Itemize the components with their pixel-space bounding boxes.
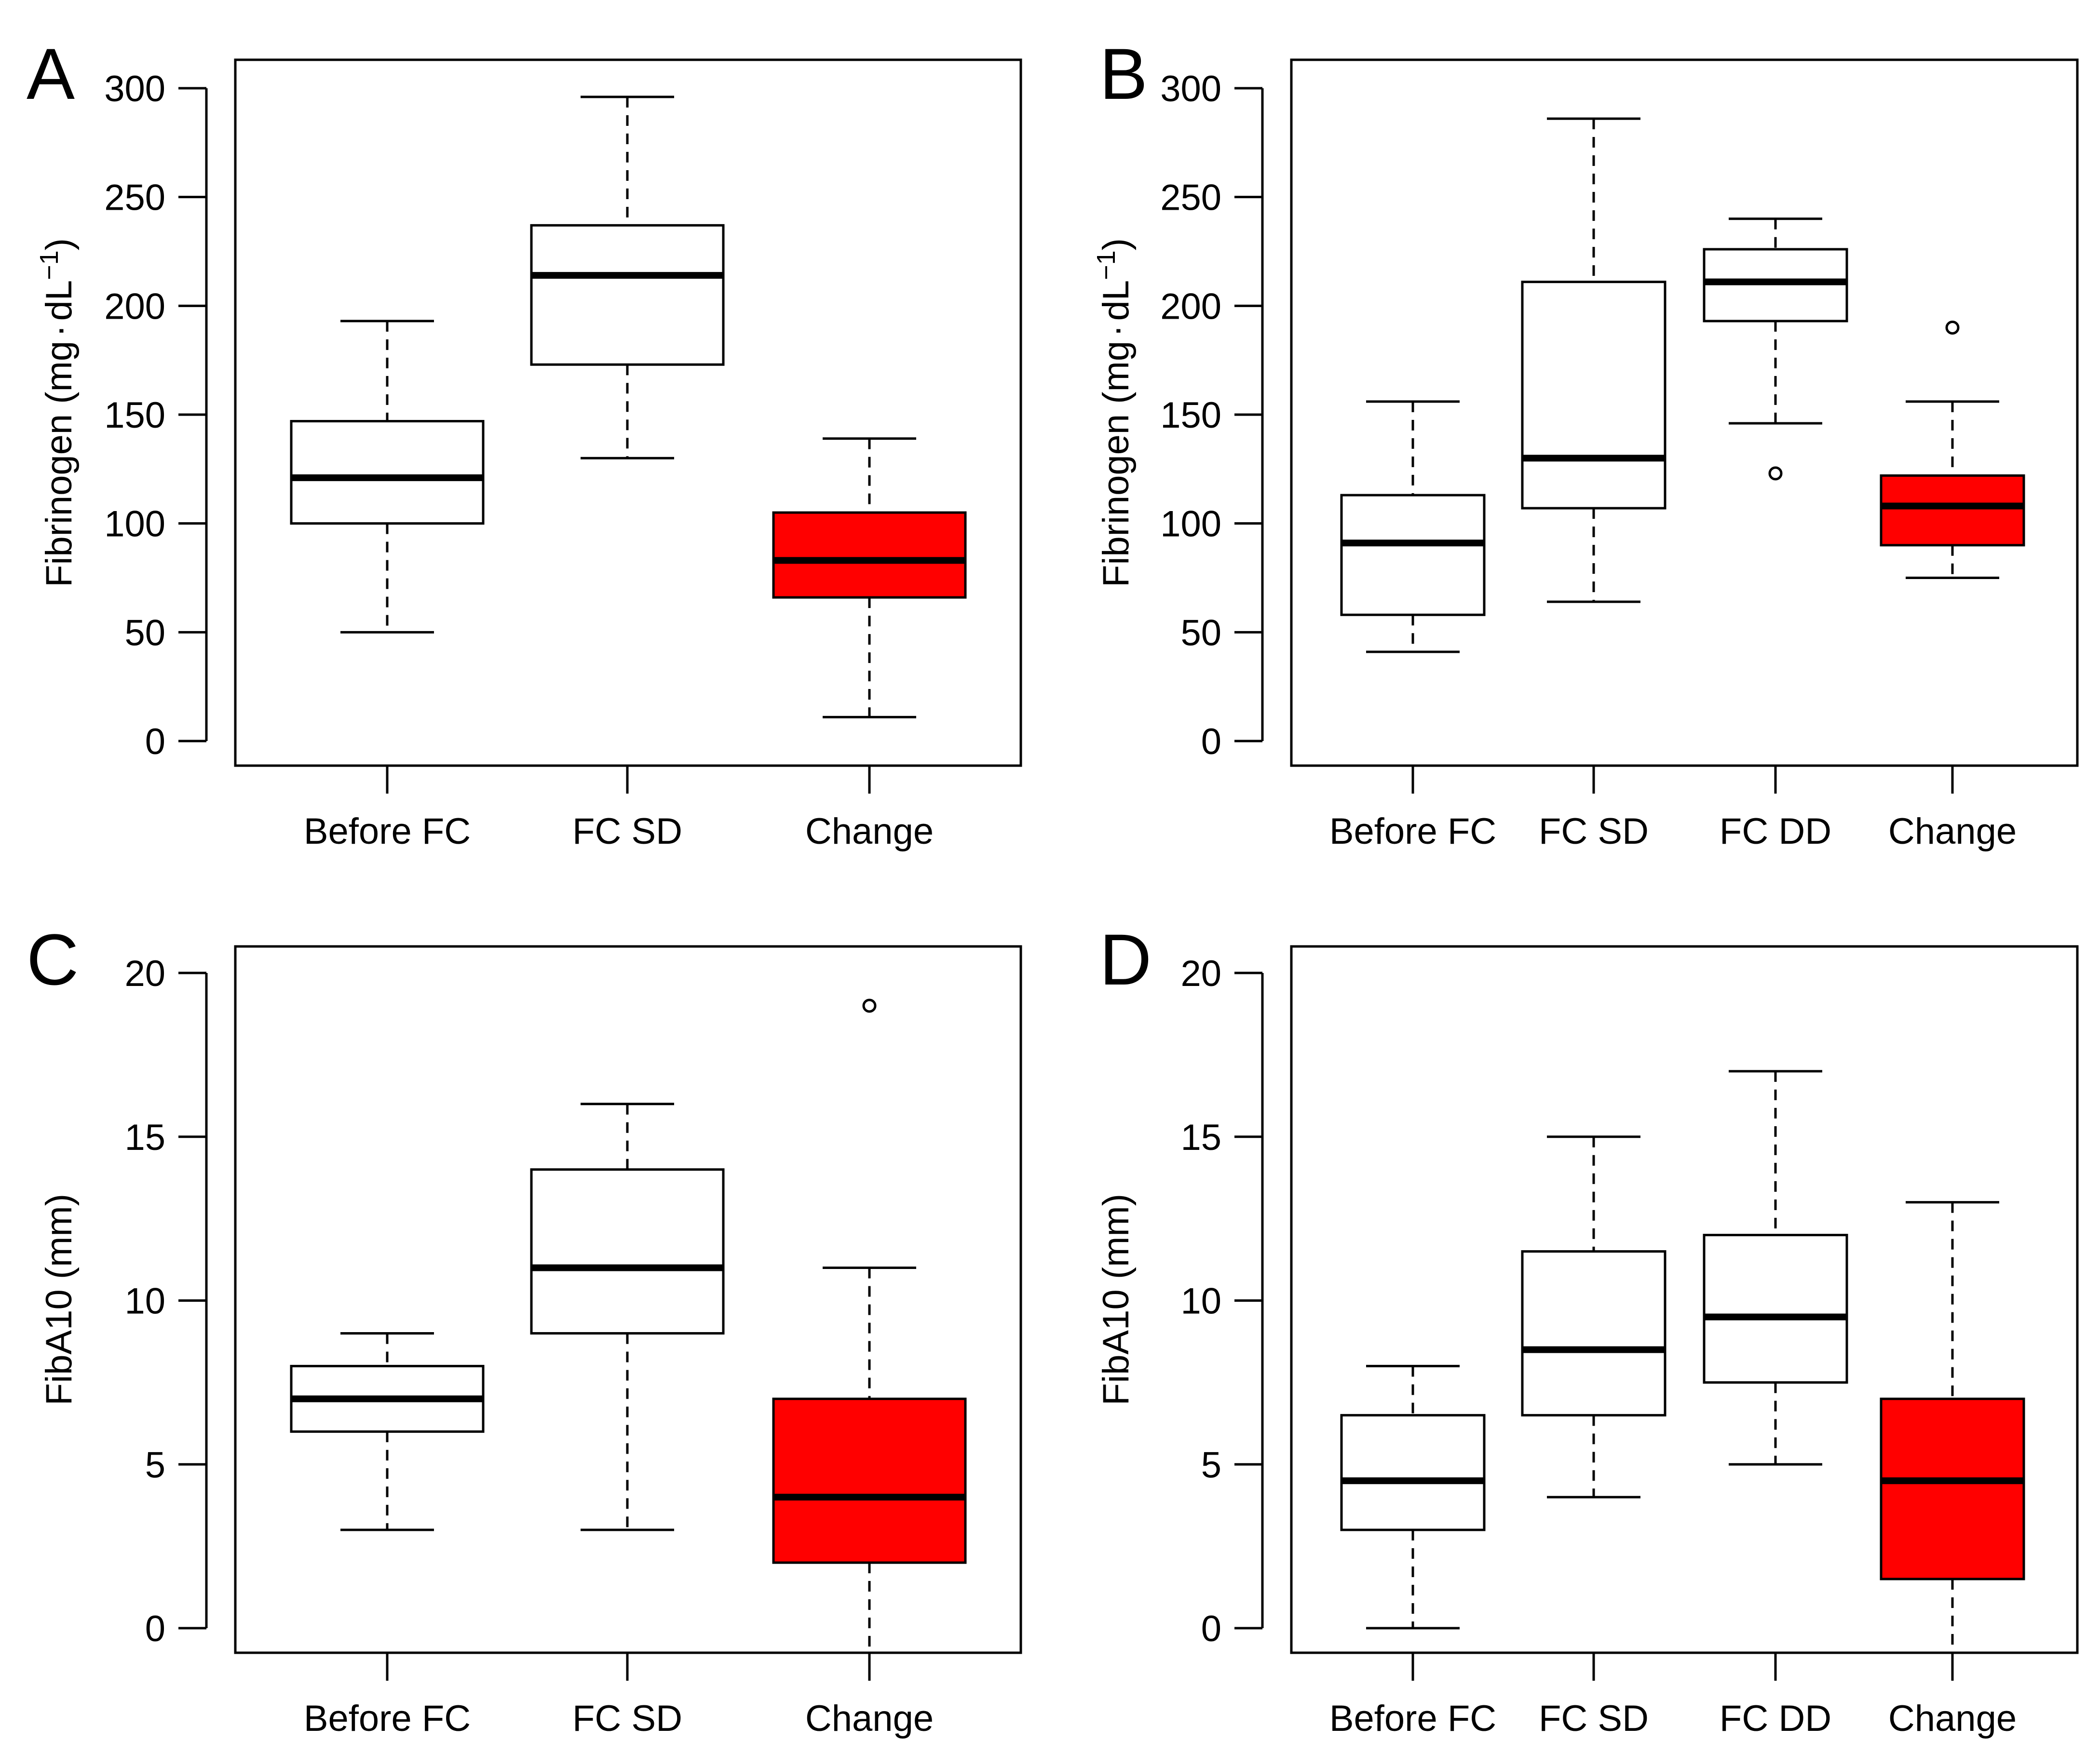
y-axis-title: Fibrinogen (mg·dL−1): [35, 238, 80, 587]
box-change: [772, 998, 967, 1653]
y-tick-label: 15: [124, 1117, 165, 1158]
y-axis-title: FibA10 (mm): [39, 1194, 80, 1405]
iqr-box: [1521, 281, 1666, 510]
y-tick-label: 100: [1160, 504, 1221, 545]
box-fc-dd: [1703, 217, 1848, 481]
iqr-box: [1521, 1250, 1666, 1417]
iqr-box: [290, 420, 485, 525]
box-change: [1880, 320, 2025, 579]
panel-letter: D: [1099, 919, 1152, 1000]
x-category-label: Before FC: [1329, 811, 1496, 852]
box-fc-sd: [530, 1103, 725, 1531]
panel-d: D 0 5 10 15 20 FibA10 (mm) Before FC FC SD FC DD C…: [1096, 919, 2079, 1739]
y-tick-label: 300: [104, 68, 165, 109]
plot-frame: [1290, 58, 2079, 767]
panel-c: C 0 5 10 15 20 FibA10 (mm) Before FC FC SD Change: [27, 919, 1022, 1739]
iqr-box: [1703, 1234, 1848, 1384]
panel-letter: A: [27, 33, 75, 114]
box-fc-sd: [530, 95, 725, 459]
x-category-label: FC SD: [1539, 1698, 1649, 1739]
panel-a: A 0 50 100 150 200 250 300 Fibrinogen (mg·dL−1) B…: [27, 33, 1022, 852]
y-tick-label: 10: [124, 1281, 165, 1322]
y-tick-label: 300: [1160, 68, 1221, 109]
y-tick-label: 150: [1160, 395, 1221, 436]
y-tick-label: 20: [124, 953, 165, 994]
x-category-label: FC SD: [1539, 811, 1649, 852]
y-axis-title: Fibrinogen (mg·dL−1): [1092, 238, 1137, 587]
x-category-label: FC DD: [1720, 1698, 1831, 1739]
y-tick-label: 50: [1180, 612, 1221, 653]
iqr-box: [530, 224, 725, 366]
outlier-point: [862, 998, 877, 1013]
box-before-fc: [1340, 400, 1486, 653]
y-tick-label: 10: [1180, 1281, 1221, 1322]
y-tick-label: 5: [145, 1444, 165, 1485]
y-tick-label: 5: [1201, 1444, 1221, 1485]
y-tick-label: 0: [1201, 1608, 1221, 1649]
panel-b: B 0 50 100 150 200 250 300 Fibrinogen (mg·dL−1) B…: [1092, 33, 2079, 852]
y-tick-label: 250: [104, 177, 165, 218]
y-tick-label: 150: [104, 395, 165, 436]
box-before-fc: [290, 320, 485, 634]
plot-frame: [234, 58, 1022, 767]
y-tick-label: 200: [104, 286, 165, 327]
box-fc-sd: [1521, 117, 1666, 603]
outlier-point: [1768, 466, 1783, 481]
x-category-label: Change: [1888, 811, 2017, 852]
x-category-label: FC DD: [1720, 811, 1831, 852]
x-category-label: Before FC: [304, 811, 471, 852]
y-tick-label: 200: [1160, 286, 1221, 327]
box-fc-sd: [1521, 1135, 1666, 1498]
iqr-box: [1340, 494, 1486, 616]
x-category-label: FC SD: [572, 1698, 682, 1739]
y-tick-label: 0: [145, 1608, 165, 1649]
x-category-label: Change: [805, 811, 934, 852]
iqr-box: [772, 511, 967, 599]
y-tick-label: 100: [104, 504, 165, 545]
y-axis-title: FibA10 (mm): [1096, 1194, 1137, 1405]
y-tick-label: 20: [1180, 953, 1221, 994]
panel-letter: B: [1099, 33, 1148, 114]
iqr-box: [1880, 1397, 2025, 1580]
box-fc-dd: [1703, 1070, 1848, 1466]
x-category-label: Change: [805, 1698, 934, 1739]
y-tick-label: 0: [145, 721, 165, 762]
box-before-fc: [1340, 1364, 1486, 1630]
y-tick-label: 250: [1160, 177, 1221, 218]
x-category-label: FC SD: [572, 811, 682, 852]
iqr-box: [772, 1397, 967, 1564]
iqr-box: [530, 1168, 725, 1335]
box-change: [1880, 1201, 2025, 1653]
outlier-point: [1945, 320, 1960, 335]
x-category-label: Before FC: [304, 1698, 471, 1739]
iqr-box: [1880, 474, 2025, 547]
plot-frame: [1290, 945, 2079, 1654]
box-change: [772, 437, 967, 718]
iqr-box: [1340, 1414, 1486, 1531]
box-before-fc: [290, 1332, 485, 1531]
y-tick-label: 0: [1201, 721, 1221, 762]
y-tick-label: 50: [124, 612, 165, 653]
x-category-label: Change: [1888, 1698, 2017, 1739]
y-tick-label: 15: [1180, 1117, 1221, 1158]
panel-letter: C: [27, 919, 79, 1000]
x-category-label: Before FC: [1329, 1698, 1496, 1739]
